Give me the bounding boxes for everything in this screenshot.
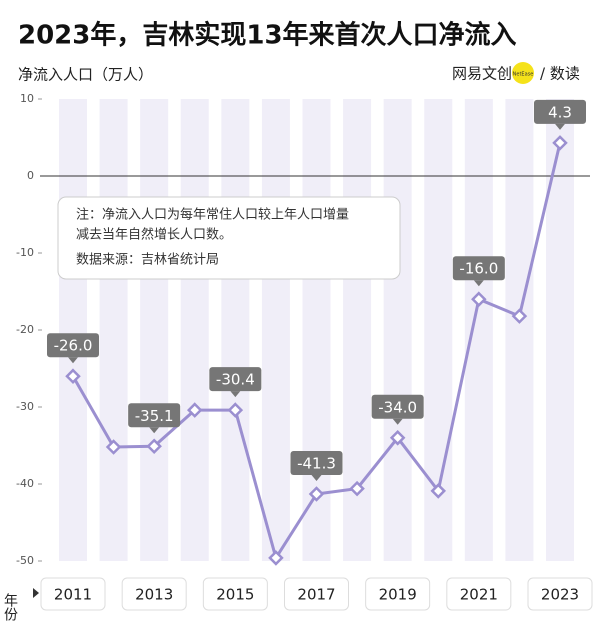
brand-name: 网易文创 <box>452 65 512 83</box>
note-text: 注：净流入人口为每年常住人口较上年人口增量 <box>76 207 349 223</box>
note-text: 减去当年自然增长人口数。 <box>76 227 232 243</box>
column-stripe <box>99 99 128 561</box>
value-label-pointer <box>555 123 565 130</box>
value-label: -26.0 <box>54 337 93 355</box>
column-stripe <box>464 99 493 561</box>
point <box>471 291 487 307</box>
value-label-pointer <box>230 391 241 398</box>
value-label: -30.4 <box>216 371 255 389</box>
brand-column: / 数读 <box>540 65 580 83</box>
x-tick-label: 2013 <box>135 586 173 604</box>
value-label-box <box>452 256 505 281</box>
value-label-box <box>371 394 424 419</box>
y-axis-label: 净流入人口（万人） <box>18 66 153 84</box>
point <box>146 438 162 455</box>
note-box <box>57 196 401 280</box>
x-tick-box <box>121 577 187 611</box>
x-tick-box <box>365 577 431 611</box>
x-tick-label: 2017 <box>297 586 335 604</box>
y-tick-label: -20 <box>16 323 34 336</box>
point <box>389 430 406 446</box>
column-stripe <box>546 99 574 561</box>
value-label-box <box>534 99 586 124</box>
x-tick-box <box>446 577 512 611</box>
point <box>186 402 203 418</box>
value-label: -41.3 <box>297 455 336 473</box>
value-label: -34.0 <box>378 398 417 416</box>
point <box>65 368 81 384</box>
column-stripe <box>505 99 534 561</box>
value-label-pointer <box>473 280 484 287</box>
point <box>430 483 447 499</box>
brand-badge: NetEase <box>513 72 534 78</box>
chart-title: 2023年，吉林实现13年来首次人口净流入 <box>18 20 517 51</box>
value-label-pointer <box>311 475 322 482</box>
point <box>227 402 244 418</box>
y-tick-label: -30 <box>16 400 34 413</box>
value-label-box <box>290 451 343 476</box>
x-tick-label: 2019 <box>379 586 417 604</box>
x-tick-label: 2011 <box>54 586 92 604</box>
x-tick-label: 2015 <box>216 586 254 604</box>
x-tick-label: 2021 <box>460 586 498 604</box>
x-tick-label: 2023 <box>541 586 579 604</box>
point <box>349 480 365 497</box>
value-label-box <box>209 367 262 392</box>
y-tick-label: -50 <box>16 554 34 567</box>
column-stripe <box>59 99 87 561</box>
column-stripe <box>261 99 290 561</box>
point <box>105 439 122 455</box>
x-tick-box <box>202 577 268 611</box>
column-stripe <box>221 99 250 561</box>
value-label-box <box>128 403 181 428</box>
point <box>268 550 284 566</box>
point <box>511 308 528 324</box>
column-stripe <box>180 99 209 561</box>
column-stripe <box>383 99 412 561</box>
y-tick-label: -10 <box>16 246 34 259</box>
point <box>308 486 325 502</box>
value-label-pointer <box>149 427 160 434</box>
note-text: 数据来源：吉林省统计局 <box>76 253 219 268</box>
column-stripe <box>140 99 169 561</box>
value-label-pointer <box>392 418 403 425</box>
point <box>552 135 568 151</box>
x-axis-label: 年份 <box>2 593 18 622</box>
value-label-box <box>47 333 99 358</box>
value-label-pointer <box>68 357 78 364</box>
y-tick-label: 0 <box>27 169 34 182</box>
x-tick-box <box>40 577 106 611</box>
x-axis-arrow <box>33 588 39 598</box>
brand-badge-bg <box>512 62 534 84</box>
value-label: 4.3 <box>548 103 572 121</box>
y-tick-label: 10 <box>20 92 34 105</box>
y-tick-label: -40 <box>16 477 34 490</box>
value-label: -35.1 <box>135 407 174 425</box>
x-tick-box <box>527 577 593 611</box>
value-label: -16.0 <box>459 260 498 278</box>
x-tick-box <box>284 577 349 611</box>
